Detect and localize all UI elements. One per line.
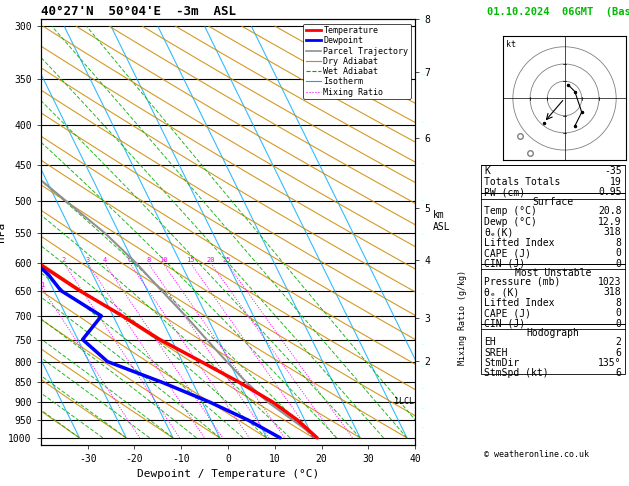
Text: 40°27'N  50°04'E  -3m  ASL: 40°27'N 50°04'E -3m ASL: [41, 5, 236, 18]
Text: 20.8: 20.8: [598, 207, 621, 216]
Text: .: .: [421, 385, 423, 390]
Text: .: .: [421, 262, 423, 267]
Text: .: .: [421, 290, 423, 295]
Text: .: .: [421, 197, 423, 202]
Text: 12.9: 12.9: [598, 217, 621, 227]
Text: PW (cm): PW (cm): [484, 187, 525, 197]
Text: .: .: [421, 424, 423, 429]
Text: 6: 6: [616, 368, 621, 379]
Text: θₑ(K): θₑ(K): [484, 227, 514, 237]
Text: .: .: [421, 160, 423, 165]
Text: θₑ (K): θₑ (K): [484, 287, 520, 297]
Text: SREH: SREH: [484, 347, 508, 358]
Text: 6: 6: [128, 257, 132, 263]
X-axis label: Dewpoint / Temperature (°C): Dewpoint / Temperature (°C): [137, 469, 319, 479]
Text: .: .: [421, 364, 423, 368]
Text: 1LCL: 1LCL: [394, 398, 414, 406]
Text: 135°: 135°: [598, 358, 621, 368]
Text: 318: 318: [604, 227, 621, 237]
Text: StmSpd (kt): StmSpd (kt): [484, 368, 549, 379]
Y-axis label: km
ASL: km ASL: [433, 210, 450, 232]
Text: 1023: 1023: [598, 277, 621, 287]
Text: 15: 15: [186, 257, 195, 263]
Text: 8: 8: [146, 257, 150, 263]
Text: kt: kt: [506, 40, 516, 49]
Text: CAPE (J): CAPE (J): [484, 248, 532, 258]
Text: Surface: Surface: [532, 197, 574, 207]
Text: .: .: [421, 119, 423, 123]
Text: -35: -35: [604, 166, 621, 176]
Text: 10: 10: [159, 257, 167, 263]
Text: 6: 6: [616, 347, 621, 358]
Text: Most Unstable: Most Unstable: [515, 268, 591, 278]
Text: Dewp (°C): Dewp (°C): [484, 217, 537, 227]
Text: CAPE (J): CAPE (J): [484, 308, 532, 318]
Text: CIN (J): CIN (J): [484, 319, 525, 329]
Text: .: .: [421, 442, 423, 447]
Text: .: .: [421, 231, 423, 236]
Text: K: K: [484, 166, 490, 176]
Text: .: .: [421, 341, 423, 346]
Text: .: .: [421, 405, 423, 410]
Text: Lifted Index: Lifted Index: [484, 298, 555, 308]
Text: 3: 3: [86, 257, 89, 263]
Text: StmDir: StmDir: [484, 358, 520, 368]
Text: 20: 20: [207, 257, 215, 263]
Text: .: .: [421, 316, 423, 321]
Text: Lifted Index: Lifted Index: [484, 238, 555, 248]
Text: Totals Totals: Totals Totals: [484, 176, 560, 187]
Text: 8: 8: [616, 298, 621, 308]
Text: 25: 25: [223, 257, 231, 263]
Text: 19: 19: [610, 176, 621, 187]
Text: EH: EH: [484, 337, 496, 347]
Text: 0: 0: [616, 259, 621, 269]
Text: 0: 0: [616, 248, 621, 258]
Text: Pressure (mb): Pressure (mb): [484, 277, 560, 287]
Text: Temp (°C): Temp (°C): [484, 207, 537, 216]
Text: 1: 1: [40, 282, 45, 288]
Text: 8: 8: [616, 238, 621, 248]
Text: CIN (J): CIN (J): [484, 259, 525, 269]
Text: Hodograph: Hodograph: [526, 328, 579, 338]
Text: Mixing Ratio (g/kg): Mixing Ratio (g/kg): [458, 270, 467, 364]
Legend: Temperature, Dewpoint, Parcel Trajectory, Dry Adiabat, Wet Adiabat, Isotherm, Mi: Temperature, Dewpoint, Parcel Trajectory…: [303, 24, 411, 99]
Text: .: .: [421, 17, 423, 22]
Text: 4: 4: [103, 257, 107, 263]
Text: 2: 2: [616, 337, 621, 347]
Text: 318: 318: [604, 287, 621, 297]
Text: © weatheronline.co.uk: © weatheronline.co.uk: [484, 450, 589, 459]
Y-axis label: hPa: hPa: [0, 222, 6, 242]
Text: .: .: [421, 71, 423, 76]
Text: 2: 2: [62, 257, 66, 263]
Text: 0: 0: [616, 308, 621, 318]
Text: 01.10.2024  06GMT  (Base: 06): 01.10.2024 06GMT (Base: 06): [487, 7, 629, 17]
Text: 0.95: 0.95: [598, 187, 621, 197]
Text: 0: 0: [616, 319, 621, 329]
